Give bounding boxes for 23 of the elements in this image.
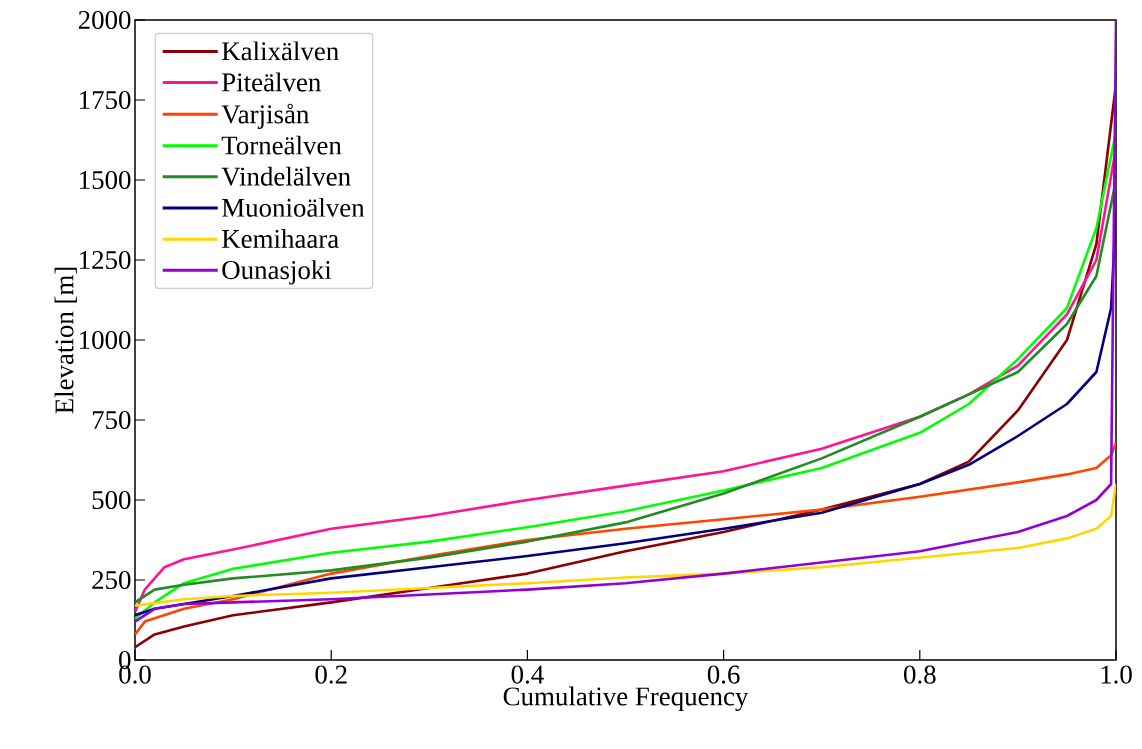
y-tick-label: 2000 <box>78 10 131 30</box>
x-tick-label: 0.2 <box>315 665 347 684</box>
legend-label: Piteälven <box>222 72 321 92</box>
legend-label: Torneälven <box>221 135 342 155</box>
legend-label: Varjisån <box>221 103 309 129</box>
legend-label: Kalixälven <box>222 41 339 61</box>
y-tick-label: 1750 <box>80 90 131 110</box>
y-axis-title: Elevation [m] <box>54 267 77 414</box>
legend-label: Vindelälven <box>221 166 351 186</box>
y-tick-label: 1250 <box>80 250 131 270</box>
y-tick-label: 1000 <box>80 330 131 350</box>
legend-label: Kemihaara <box>222 229 339 248</box>
x-tick-label: 1.0 <box>1101 665 1132 684</box>
y-tick-label: 500 <box>92 490 131 510</box>
x-tick-label: 0.8 <box>904 665 936 684</box>
y-tick-label: 750 <box>92 410 131 430</box>
x-tick-label: 0.4 <box>511 665 544 684</box>
legend-label: Muonioälven <box>222 197 365 217</box>
y-tick-label: 250 <box>92 570 131 590</box>
x-axis-title: Cumulative Frequency <box>503 686 749 712</box>
x-tick-label: 0.6 <box>707 665 740 684</box>
legend-label: Ounasjoki <box>222 260 332 285</box>
y-tick-label: 1500 <box>80 170 131 190</box>
